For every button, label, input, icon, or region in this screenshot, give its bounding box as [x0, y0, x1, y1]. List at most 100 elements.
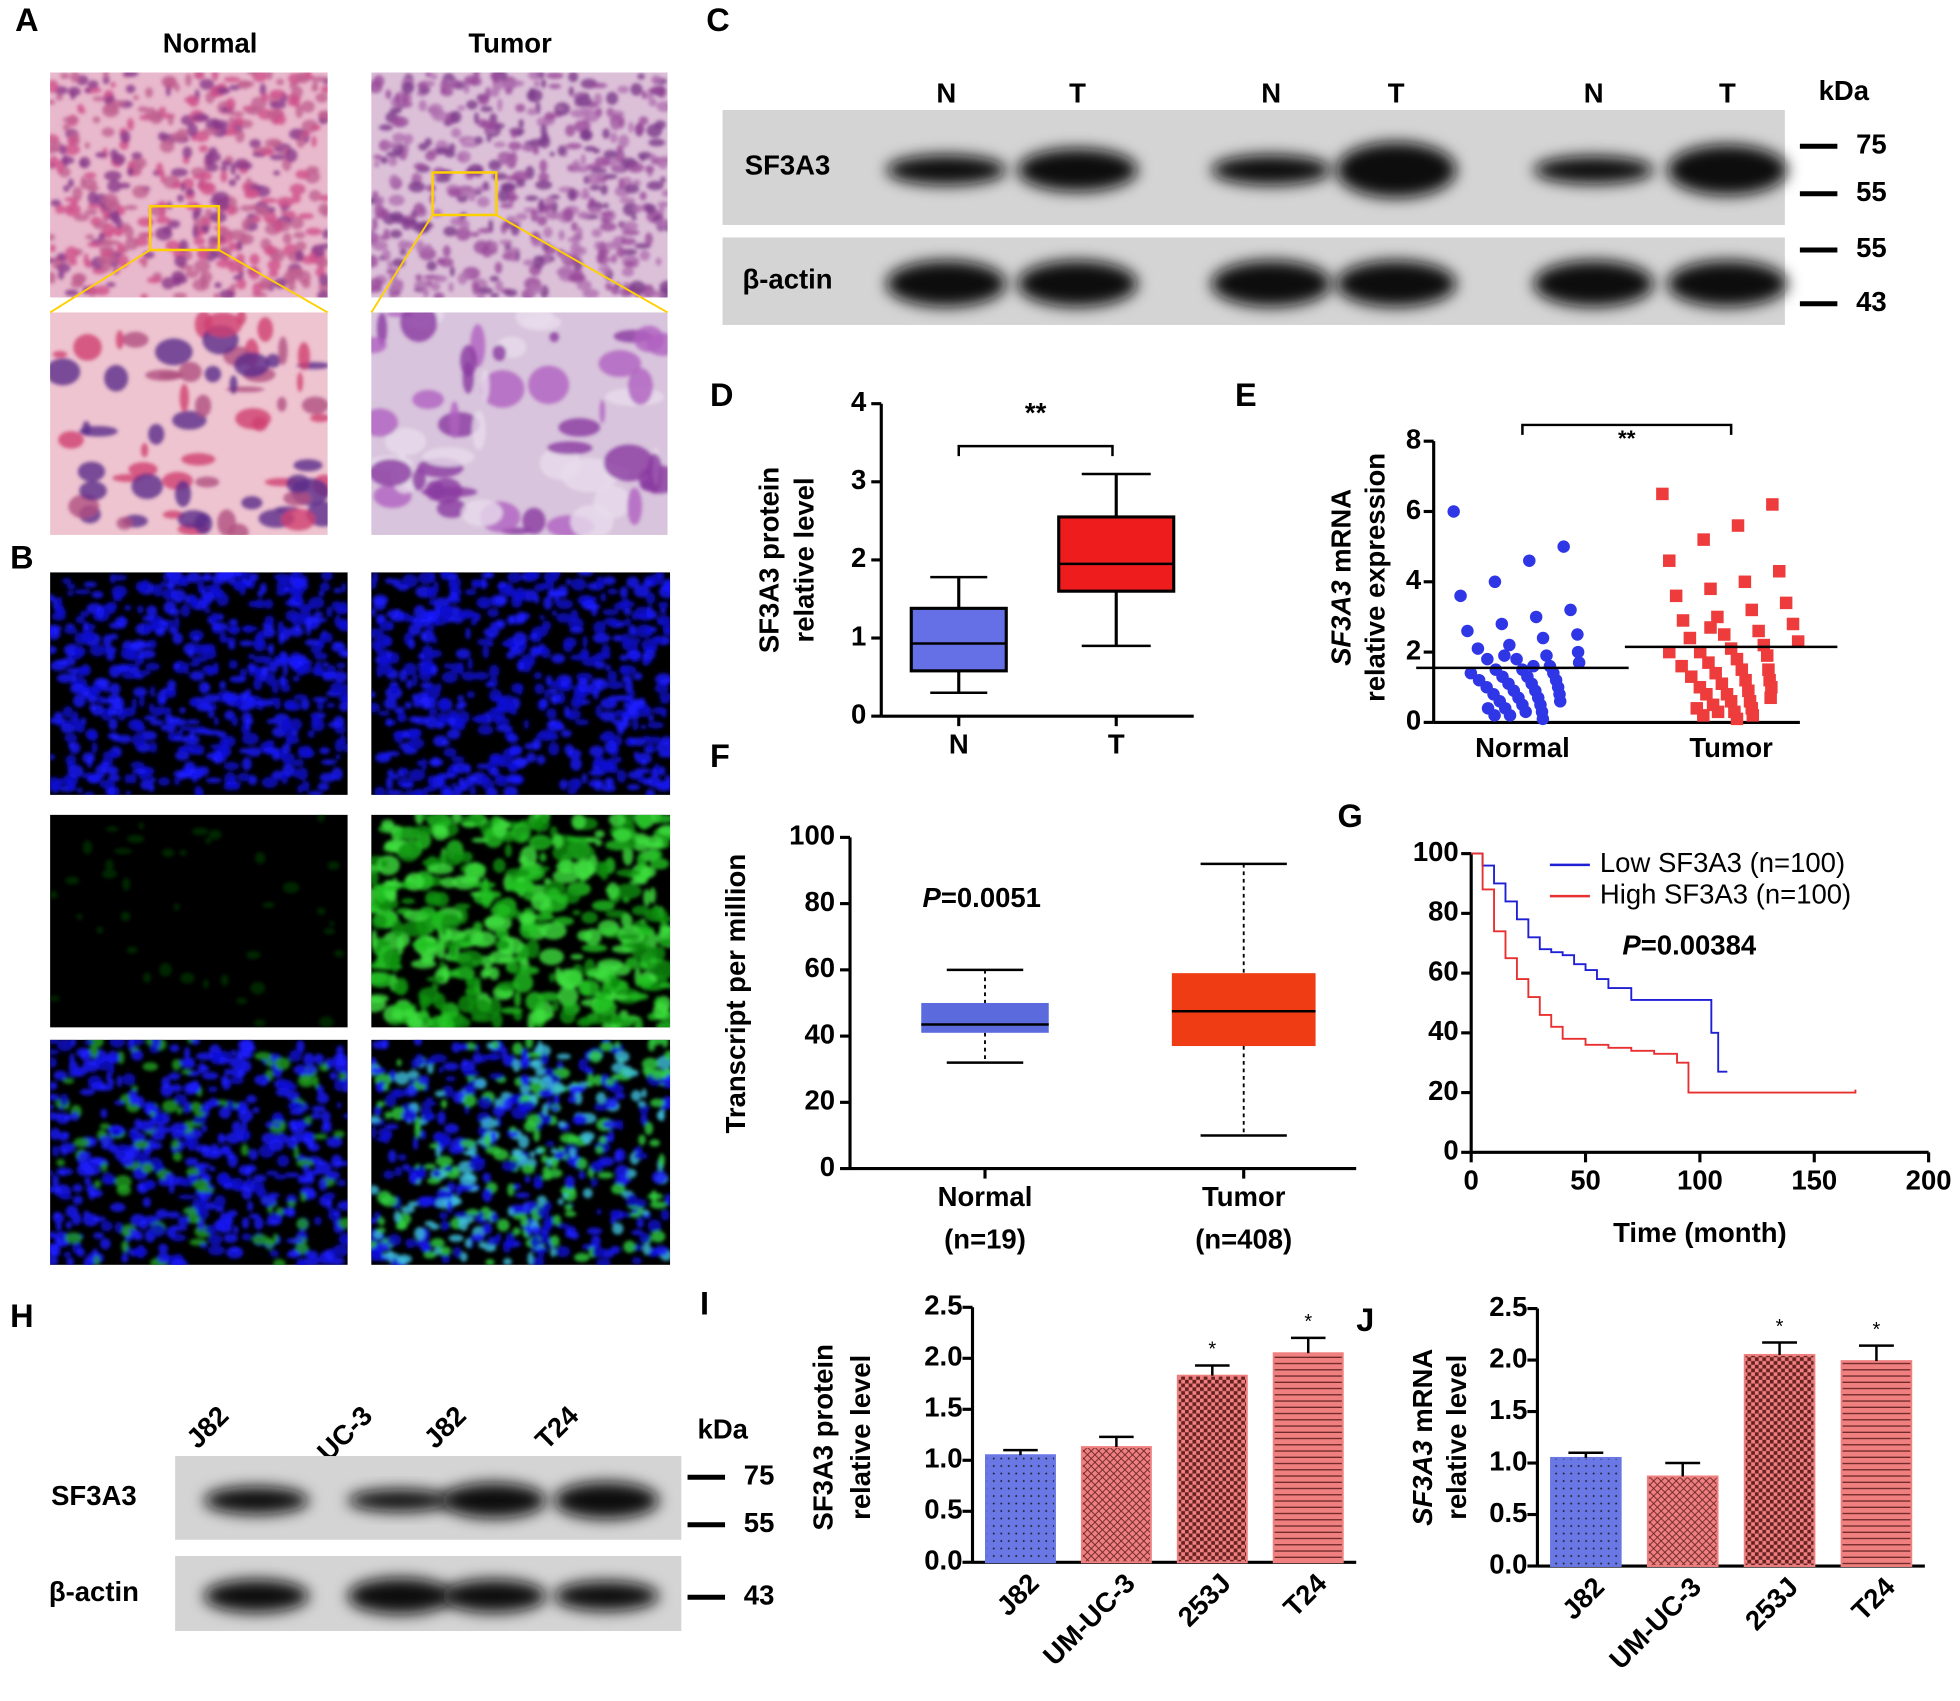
cell	[118, 182, 131, 189]
cell	[611, 1183, 626, 1195]
cell	[533, 1128, 541, 1142]
cell	[187, 648, 194, 658]
cell	[130, 761, 145, 769]
cell	[144, 1105, 161, 1116]
y-tick-label: 2	[851, 542, 866, 573]
cell	[655, 257, 662, 266]
cell	[73, 1137, 90, 1148]
cell	[591, 999, 617, 1017]
cell	[539, 1075, 553, 1090]
cell	[111, 574, 128, 581]
cell	[608, 814, 626, 827]
cell	[143, 972, 152, 984]
cell	[558, 229, 565, 241]
cell	[277, 396, 287, 412]
cell	[90, 704, 104, 716]
cell	[73, 334, 102, 361]
cell	[603, 202, 609, 209]
cell	[248, 600, 259, 608]
cell	[132, 1247, 148, 1258]
cell	[594, 660, 606, 670]
cell	[371, 996, 387, 1013]
cell	[480, 370, 525, 408]
cell	[375, 195, 385, 206]
cell	[334, 606, 348, 615]
cell	[474, 714, 488, 724]
cell	[391, 685, 398, 695]
cell	[290, 216, 304, 230]
cell	[650, 573, 664, 585]
micrograph	[50, 572, 348, 795]
cell	[201, 665, 219, 674]
cell	[291, 192, 301, 204]
cell	[494, 261, 503, 274]
cell	[97, 1083, 114, 1092]
cell	[183, 1207, 197, 1215]
cell	[70, 280, 84, 289]
cell	[208, 710, 215, 719]
cell	[416, 1165, 426, 1178]
y-tick-label: 0	[820, 1151, 835, 1182]
cell	[423, 786, 436, 793]
cell	[374, 1242, 390, 1252]
cell	[336, 1102, 342, 1109]
cell	[603, 444, 654, 482]
cell	[633, 325, 664, 353]
cell	[659, 280, 668, 295]
cell	[492, 76, 500, 84]
cell	[338, 701, 348, 712]
cell	[499, 239, 513, 245]
cell	[159, 210, 166, 218]
cell	[582, 635, 588, 649]
cell	[229, 675, 247, 683]
cell	[195, 476, 220, 488]
y-axis-label: SF3A3mRNA	[1407, 1349, 1438, 1526]
y-tick-label: 2.0	[924, 1341, 962, 1372]
cell	[66, 1257, 74, 1265]
cell	[593, 1102, 610, 1112]
cell	[149, 685, 156, 698]
cell	[539, 852, 547, 863]
cell	[50, 244, 56, 253]
cell	[59, 144, 67, 155]
cell	[600, 784, 617, 792]
cell	[155, 226, 173, 241]
cell	[371, 576, 377, 590]
cell	[596, 1208, 602, 1215]
x-tick-label: 100	[1677, 1165, 1723, 1196]
cell	[612, 828, 632, 842]
cell	[264, 1239, 275, 1247]
cell	[174, 777, 181, 786]
cell	[235, 174, 241, 181]
cell	[529, 1150, 536, 1158]
cell	[293, 1145, 300, 1160]
cell	[67, 590, 74, 597]
cell	[471, 1233, 485, 1242]
cell	[394, 706, 405, 714]
cell	[207, 1245, 225, 1256]
cell	[192, 113, 210, 122]
cell	[600, 592, 607, 602]
cell	[296, 1039, 305, 1053]
cell	[446, 1182, 456, 1192]
cell	[459, 135, 476, 142]
cell	[247, 718, 254, 725]
cell	[659, 204, 665, 216]
cell	[414, 1053, 425, 1068]
cell	[371, 278, 384, 289]
cell	[435, 1155, 453, 1167]
cell	[313, 664, 322, 676]
panel-label: D	[710, 377, 733, 413]
cell	[93, 1232, 104, 1239]
cell	[376, 663, 394, 675]
y-tick-label: 20	[1428, 1075, 1459, 1106]
cell	[660, 606, 667, 615]
row-label: β-actin	[49, 1576, 139, 1607]
y-tick-label: 60	[804, 952, 835, 983]
cell	[114, 231, 123, 237]
cell	[50, 1256, 59, 1265]
cell	[549, 694, 562, 703]
data-point	[1704, 621, 1717, 634]
cell	[392, 980, 407, 995]
cell	[530, 1226, 542, 1235]
